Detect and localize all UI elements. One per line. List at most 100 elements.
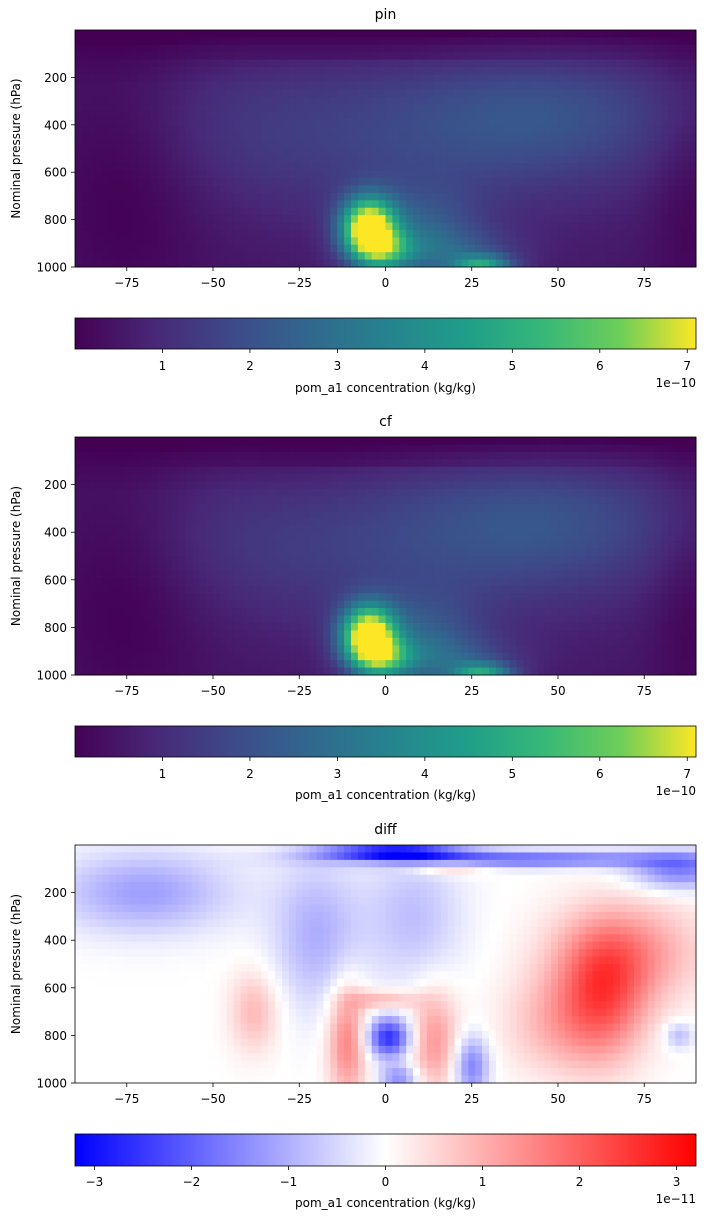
heatmap-cell — [109, 148, 117, 157]
heatmap-cell — [344, 496, 352, 505]
heatmap-cell — [399, 104, 407, 112]
heatmap-cell — [489, 593, 497, 602]
heatmap-cell — [495, 237, 504, 246]
heatmap-cell — [447, 207, 455, 216]
heatmap-cell — [502, 578, 511, 587]
heatmap-cell — [247, 155, 255, 164]
heatmap-cell — [164, 481, 173, 490]
heatmap-cell — [164, 81, 173, 90]
heatmap-cell — [95, 474, 104, 483]
heatmap-cell — [206, 451, 214, 460]
heatmap-cell — [275, 437, 283, 445]
heatmap-cell — [288, 229, 297, 238]
heatmap-cell — [489, 141, 497, 149]
heatmap-cell — [330, 126, 338, 135]
heatmap-cell — [192, 192, 200, 201]
heatmap-cell — [578, 67, 587, 75]
heatmap-cell — [364, 481, 373, 490]
heatmap-cell — [268, 459, 276, 468]
heatmap-cell — [81, 192, 90, 201]
heatmap-cell — [364, 570, 373, 579]
heatmap-cell — [440, 585, 449, 594]
heatmap-cell — [275, 155, 283, 164]
heatmap-cell — [509, 178, 518, 187]
heatmap-cell — [357, 141, 366, 149]
heatmap-cell — [468, 511, 476, 520]
heatmap-cell — [413, 67, 421, 75]
heatmap-cell — [282, 96, 290, 105]
heatmap-cell — [88, 52, 97, 61]
heatmap-cell — [199, 459, 207, 468]
heatmap-cell — [509, 170, 518, 179]
heatmap-cell — [268, 451, 276, 460]
heatmap-cell — [558, 252, 566, 261]
heatmap-cell — [157, 185, 166, 194]
heatmap-cell — [502, 615, 511, 624]
heatmap-cell — [316, 496, 324, 505]
heatmap-cell — [130, 185, 138, 194]
heatmap-cell — [468, 459, 476, 468]
heatmap-cell — [102, 622, 110, 631]
heatmap-cell — [406, 437, 414, 445]
heatmap-cell — [109, 244, 117, 253]
heatmap-cell — [337, 667, 345, 676]
heatmap-cell — [95, 163, 104, 172]
heatmap-cell — [344, 96, 352, 105]
heatmap-cell — [558, 244, 566, 253]
heatmap-cell — [261, 37, 269, 46]
heatmap-cell — [426, 67, 435, 75]
heatmap-cell — [351, 118, 359, 127]
heatmap-cell — [95, 200, 104, 209]
heatmap-cell — [130, 178, 138, 187]
heatmap-cell — [102, 74, 110, 83]
heatmap-cell — [447, 37, 455, 46]
heatmap-cell — [454, 645, 462, 654]
heatmap-cell — [254, 259, 262, 268]
heatmap-cell — [406, 89, 414, 98]
heatmap-cell — [475, 155, 483, 164]
heatmap-cell — [509, 192, 518, 201]
heatmap-cell — [109, 67, 117, 75]
heatmap-cell — [357, 229, 366, 238]
heatmap-cell — [351, 660, 359, 669]
heatmap-cell — [150, 511, 159, 520]
heatmap-cell — [164, 104, 173, 112]
heatmap-cell — [171, 133, 179, 142]
heatmap-cell — [130, 556, 138, 564]
heatmap-cell — [592, 111, 600, 120]
heatmap-cell — [171, 59, 179, 68]
heatmap-cell — [509, 496, 518, 505]
heatmap-cell — [323, 466, 331, 475]
heatmap-cell — [544, 229, 552, 238]
heatmap-cell — [213, 637, 221, 646]
heatmap-cell — [351, 600, 359, 609]
heatmap-cell — [530, 207, 538, 216]
heatmap-cell — [144, 615, 152, 624]
heatmap-cell — [654, 252, 662, 261]
heatmap-cell — [130, 148, 138, 157]
heatmap-cell — [75, 178, 83, 187]
heatmap-cell — [171, 652, 179, 661]
heatmap-cell — [426, 148, 435, 157]
heatmap-cell — [288, 141, 297, 149]
heatmap-cell — [309, 496, 317, 505]
heatmap-cell — [81, 503, 90, 512]
heatmap-cell — [219, 437, 228, 445]
heatmap-cell — [288, 622, 297, 631]
heatmap-cell — [81, 652, 90, 661]
heatmap-cell — [199, 89, 207, 98]
heatmap-cell — [440, 615, 449, 624]
heatmap-cell — [254, 52, 262, 61]
heatmap-cell — [482, 652, 490, 661]
heatmap-cell — [75, 126, 83, 135]
heatmap-cell — [475, 192, 483, 201]
heatmap-cell — [288, 585, 297, 594]
heatmap-cell — [137, 96, 145, 105]
heatmap-cell — [599, 44, 607, 53]
heatmap-cell — [240, 489, 248, 497]
heatmap-cell — [337, 652, 345, 661]
heatmap-cell — [213, 111, 221, 120]
heatmap-cell — [102, 466, 110, 475]
heatmap-cell — [88, 89, 97, 98]
heatmap-cell — [95, 207, 104, 216]
